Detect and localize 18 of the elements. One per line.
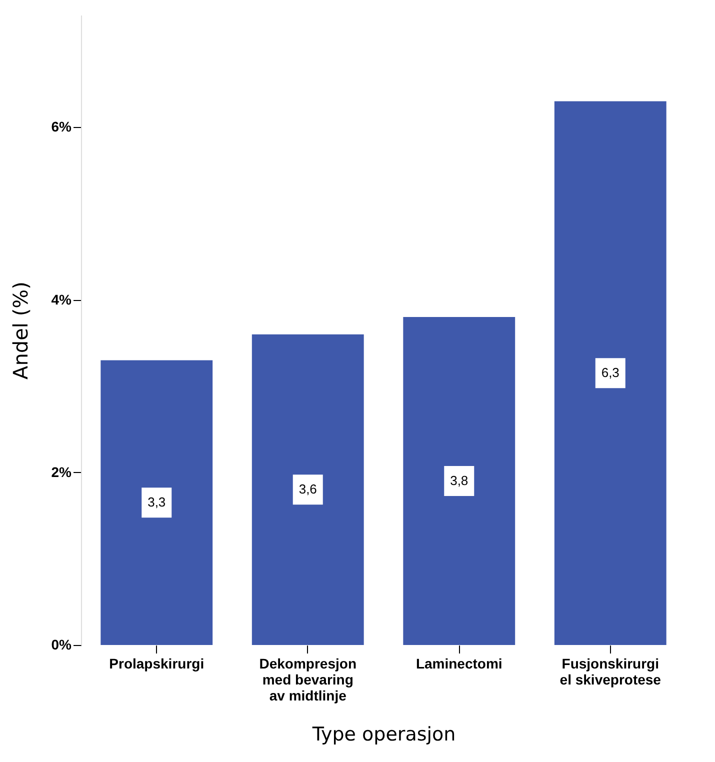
bar [252, 334, 364, 645]
data-label: 6,3 [601, 365, 620, 380]
x-tick-label: Fusjonskirurgi el skiveprotese [560, 656, 662, 688]
y-tick-label: 0% [51, 636, 72, 652]
data-label: 3,3 [148, 494, 166, 510]
y-tick-label: 2% [51, 464, 72, 480]
bar [403, 317, 516, 645]
x-tick-label: Laminectomi [416, 656, 502, 672]
data-label: 3,8 [450, 473, 468, 488]
y-axis-title: Andel (%) [8, 282, 32, 380]
x-axis-title: Type operasjon [311, 724, 456, 746]
y-tick-label: 4% [51, 291, 72, 308]
y-tick-label: 6% [51, 118, 72, 135]
bar [554, 101, 666, 645]
data-label: 3,6 [298, 482, 317, 497]
x-tick-label: Prolapskirurgi [109, 656, 204, 672]
x-tick-label: Dekompresjon med bevaring av midtlinje [259, 656, 356, 704]
bar [100, 360, 213, 645]
